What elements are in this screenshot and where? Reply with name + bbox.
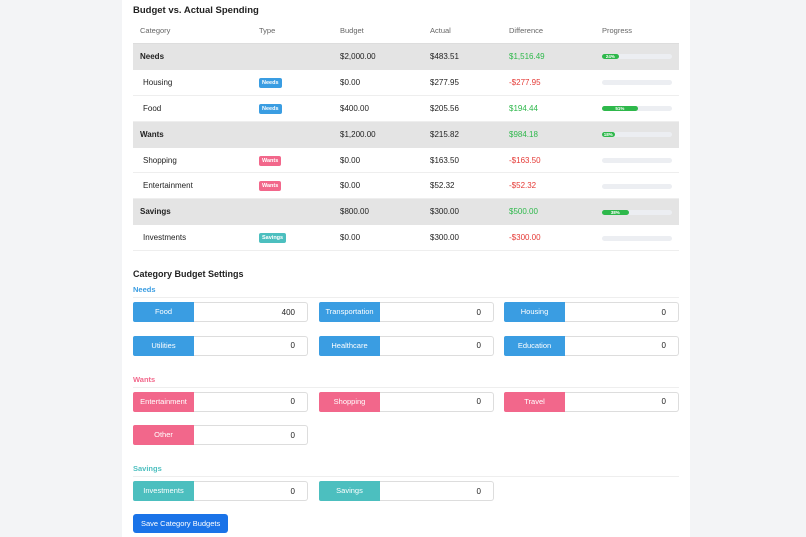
budget-input[interactable]: [194, 391, 308, 412]
input-label: Savings: [319, 481, 380, 501]
column-header: Difference: [509, 26, 544, 35]
budget: $400.00: [340, 103, 369, 113]
type-badge: Wants: [259, 181, 282, 192]
difference: $984.18: [509, 129, 538, 139]
actual: $215.82: [430, 129, 459, 139]
input-label: Transportation: [319, 302, 380, 322]
progress-fill: 24%: [602, 54, 619, 60]
category: Savings: [140, 207, 171, 217]
settings-title: Category Budget Settings: [133, 269, 244, 279]
input-label: Investments: [133, 481, 194, 501]
budget-input[interactable]: [380, 391, 494, 412]
budget-input[interactable]: [380, 481, 494, 501]
budget: $0.00: [340, 77, 361, 87]
row: [133, 95, 679, 122]
budget: $1,200.00: [340, 129, 376, 139]
group-heading: Savings: [133, 464, 162, 473]
input-label: Other: [133, 425, 194, 445]
input-label: Housing: [504, 302, 565, 322]
budget-input[interactable]: [194, 302, 308, 322]
budget-input[interactable]: [194, 481, 308, 501]
budget-input[interactable]: [565, 302, 679, 322]
progress-fill: 38%: [602, 209, 629, 215]
difference: $500.00: [509, 207, 538, 217]
difference: -$52.32: [509, 181, 537, 191]
budget-input[interactable]: [380, 302, 494, 322]
progress-track: [602, 80, 672, 86]
input-label: Healthcare: [319, 335, 380, 356]
budget-input[interactable]: [565, 335, 679, 356]
row: [133, 69, 679, 96]
type-badge: Needs: [259, 103, 282, 114]
progress-track: [602, 183, 672, 189]
group-row: [133, 199, 679, 226]
actual: $300.00: [430, 233, 459, 243]
difference: -$277.95: [509, 77, 541, 87]
category: Entertainment: [143, 181, 193, 191]
group-divider: [133, 476, 679, 477]
category: Housing: [143, 77, 173, 87]
actual: $300.00: [430, 207, 459, 217]
group-heading: Needs: [133, 285, 156, 294]
budget: $0.00: [340, 233, 361, 243]
column-header: Type: [259, 26, 276, 35]
progress-track: [602, 209, 672, 215]
progress-track: [602, 158, 672, 164]
input-label: Shopping: [319, 391, 380, 412]
header-row-border: [133, 43, 679, 44]
input-label: Education: [504, 335, 565, 356]
actual: $52.32: [430, 181, 455, 191]
progress-track: [602, 132, 672, 138]
group-heading: Wants: [133, 374, 156, 384]
input-label: Travel: [504, 391, 565, 412]
actual: $277.95: [430, 77, 459, 87]
category: Food: [143, 103, 162, 113]
input-label: Food: [133, 302, 194, 322]
group-divider: [133, 386, 679, 388]
category: Shopping: [143, 155, 177, 165]
column-header: Category: [140, 26, 171, 35]
input-label: Entertainment: [133, 391, 194, 412]
category: Needs: [140, 51, 165, 61]
type-badge: Needs: [259, 77, 282, 88]
category: Wants: [140, 129, 164, 139]
difference: $194.44: [509, 103, 538, 113]
input-label: Utilities: [133, 335, 194, 356]
progress-track: [602, 235, 672, 241]
group-row: [133, 121, 679, 148]
actual: $205.56: [430, 103, 459, 113]
progress-track: [602, 54, 672, 60]
column-header: Progress: [602, 26, 633, 35]
group-row: [133, 44, 679, 70]
row: [133, 173, 679, 200]
page-title: Budget vs. Actual Spending: [133, 5, 259, 16]
category: Investments: [143, 233, 187, 243]
actual: $483.51: [430, 51, 459, 61]
row: [133, 225, 679, 252]
difference: $1,516.49: [509, 51, 545, 61]
type-badge: Wants: [259, 155, 282, 166]
actual: $163.50: [430, 155, 459, 165]
difference: -$163.50: [509, 155, 541, 165]
budget-input[interactable]: [194, 425, 308, 445]
budget: $0.00: [340, 181, 361, 191]
type-badge: Savings: [259, 233, 287, 244]
column-header: Budget: [340, 26, 364, 35]
progress-fill: 18%: [602, 132, 615, 138]
progress-fill: 51%: [602, 106, 638, 112]
row: [133, 147, 679, 174]
column-header: Actual: [430, 26, 451, 35]
budget-input[interactable]: [194, 335, 308, 356]
budget: $0.00: [340, 155, 361, 165]
budget: $800.00: [340, 207, 369, 217]
difference: -$300.00: [509, 233, 541, 243]
save-button[interactable]: Save Category Budgets: [133, 514, 229, 533]
budget-input[interactable]: [565, 391, 679, 412]
budget-input[interactable]: [380, 335, 494, 356]
budget: $2,000.00: [340, 51, 376, 61]
group-divider: [133, 297, 679, 298]
